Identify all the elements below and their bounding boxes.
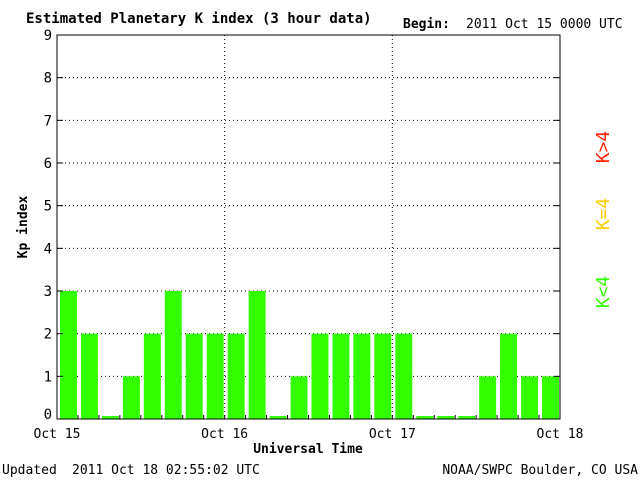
y-tick-label: 8 [44,71,52,87]
kp-bar [60,291,77,419]
kp-bar [227,333,245,419]
y-tick-label: 4 [44,241,52,257]
kp-bar [395,333,413,419]
y-tick-label: 6 [44,156,52,172]
y-tick-label: 2 [44,327,52,343]
chart-title: Estimated Planetary K index (3 hour data… [26,11,372,27]
kp-bar [416,416,434,419]
kp-bar [143,333,161,419]
kp-bar [500,333,518,419]
legend-k-equal-4: K=4 [593,198,614,231]
source-credit: NOAA/SWPC Boulder, CO USA [442,463,638,478]
kp-bar [101,416,119,419]
x-tick-label: Oct 16 [201,427,248,442]
bars [60,291,559,419]
kp-bar [80,333,98,419]
plot-frame [56,34,561,420]
kp-bar [521,376,539,419]
legend-k-less-4: K<4 [593,276,614,309]
kp-bar [311,333,329,419]
kp-bar [353,333,371,419]
kp-bar [290,376,308,419]
kp-bar [248,291,266,419]
updated-label: Updated [2,463,57,478]
x-axis-label: Universal Time [253,442,363,457]
y-tick-label: 9 [44,28,52,44]
y-tick-labels: 0 1 2 3 4 5 6 7 8 9 [44,28,560,423]
legend-k-greater-4: K>4 [593,131,614,164]
y-tick-label: 7 [44,113,52,129]
begin-value: 2011 Oct 15 0000 UTC [466,17,623,32]
y-axis-label: Kp index [16,196,31,259]
kp-bar [332,333,350,419]
kp-bar [269,416,287,419]
kp-bar [374,333,392,419]
kp-bar [185,333,203,419]
kp-bar [479,376,497,419]
y-tick-label: 3 [44,284,52,300]
x-tick-label: Oct 15 [34,427,81,442]
x-tick-label: Oct 18 [537,427,584,442]
kp-bar [542,376,559,419]
kp-bar [437,416,455,419]
x-tick-labels: Oct 15 Oct 16 Oct 17 Oct 18 [34,415,584,442]
kp-bar [458,416,476,419]
x-tick-label: Oct 17 [369,427,416,442]
y-tick-label: 0 [44,407,52,423]
kp-bar [206,333,224,419]
y-tick-label: 1 [44,369,52,385]
y-tick-label: 5 [44,199,52,215]
kp-bar [122,376,140,419]
begin-label: Begin: [403,17,450,32]
kp-bar [164,291,182,419]
updated-value: 2011 Oct 18 02:55:02 UTC [72,463,260,478]
grid-lines [57,35,560,419]
